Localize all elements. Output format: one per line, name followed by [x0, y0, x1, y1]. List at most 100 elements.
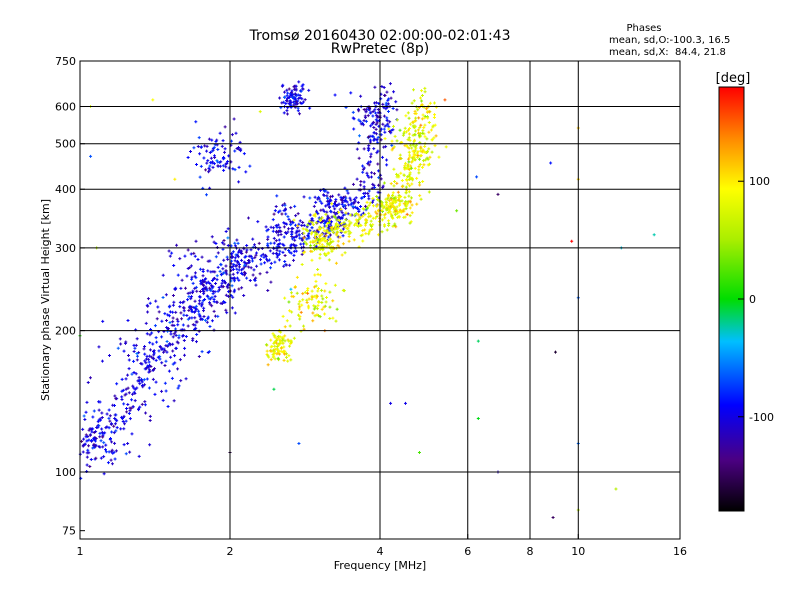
data-point: [400, 185, 404, 189]
data-point: [301, 220, 305, 224]
data-point: [226, 236, 230, 240]
data-point: [354, 218, 358, 222]
data-point: [89, 154, 93, 158]
data-point: [163, 381, 167, 385]
data-point: [311, 239, 315, 243]
data-point: [407, 136, 411, 140]
data-point: [420, 99, 424, 103]
data-point: [144, 361, 148, 365]
data-point: [282, 358, 286, 362]
data-point: [85, 469, 89, 473]
data-point: [328, 305, 332, 309]
data-point: [91, 446, 95, 450]
data-point: [100, 415, 104, 419]
data-point: [122, 414, 126, 418]
data-point: [349, 91, 353, 95]
data-point: [137, 376, 141, 380]
data-point: [298, 219, 302, 223]
data-point: [359, 234, 363, 238]
data-point: [354, 211, 358, 215]
data-point: [125, 406, 129, 410]
data-point: [374, 210, 378, 214]
data-point: [176, 273, 180, 277]
data-point: [291, 221, 295, 225]
data-point: [202, 314, 206, 318]
data-point: [404, 185, 408, 189]
colorbar-label: [deg]: [716, 71, 751, 86]
data-point: [570, 239, 574, 243]
data-point: [371, 223, 375, 227]
data-point: [421, 129, 425, 133]
data-point: [212, 309, 216, 313]
data-point: [176, 386, 180, 390]
data-point: [354, 221, 358, 225]
data-point: [342, 221, 346, 225]
data-point: [277, 252, 281, 256]
data-point: [283, 203, 287, 207]
data-point: [151, 342, 155, 346]
data-point: [421, 148, 425, 152]
data-point: [308, 106, 312, 110]
data-point: [193, 274, 197, 278]
data-point: [183, 346, 187, 350]
data-point: [231, 250, 235, 254]
data-point: [330, 228, 334, 232]
data-point: [232, 117, 236, 121]
data-point: [113, 457, 117, 461]
data-point: [428, 155, 432, 159]
data-point: [294, 214, 298, 218]
data-point: [395, 118, 399, 122]
data-point: [271, 353, 275, 357]
data-point: [339, 207, 343, 211]
data-point: [393, 179, 397, 183]
data-point: [231, 267, 235, 271]
data-point: [287, 249, 291, 253]
data-point: [145, 354, 149, 358]
data-point: [368, 228, 372, 232]
data-point: [325, 194, 329, 198]
data-point: [147, 360, 151, 364]
data-point: [221, 139, 225, 143]
data-point: [429, 128, 433, 132]
data-point: [327, 221, 331, 225]
data-point: [148, 419, 152, 423]
data-point: [293, 97, 297, 101]
data-point: [269, 241, 273, 245]
data-point: [127, 411, 131, 415]
data-point: [359, 223, 363, 227]
data-point: [358, 119, 362, 123]
data-point: [314, 244, 318, 248]
data-point: [205, 320, 209, 324]
data-point: [339, 195, 343, 199]
x-tick-label: 1: [77, 545, 84, 558]
data-point: [391, 128, 395, 132]
data-point: [320, 243, 324, 247]
data-point: [384, 107, 388, 111]
data-point: [273, 335, 277, 339]
data-point: [201, 274, 205, 278]
data-point: [383, 212, 387, 216]
data-point: [359, 179, 363, 183]
phases-legend-o: mean, sd,O:-100.3, 16.5: [609, 35, 730, 46]
data-point: [182, 309, 186, 313]
data-point: [371, 182, 375, 186]
data-point: [384, 208, 388, 212]
data-point: [392, 196, 396, 200]
data-point: [212, 146, 216, 150]
data-point: [156, 305, 160, 309]
data-point: [102, 455, 106, 459]
data-point: [142, 378, 146, 382]
data-point: [324, 282, 328, 286]
data-point: [171, 362, 175, 366]
data-point: [384, 200, 388, 204]
data-point: [144, 321, 148, 325]
data-point: [223, 147, 227, 151]
data-point: [287, 354, 291, 358]
data-point: [200, 350, 204, 354]
data-point: [272, 236, 276, 240]
data-point: [329, 195, 333, 199]
data-point: [371, 114, 375, 118]
data-point: [148, 348, 152, 352]
data-point: [278, 96, 282, 100]
data-point: [380, 218, 384, 222]
